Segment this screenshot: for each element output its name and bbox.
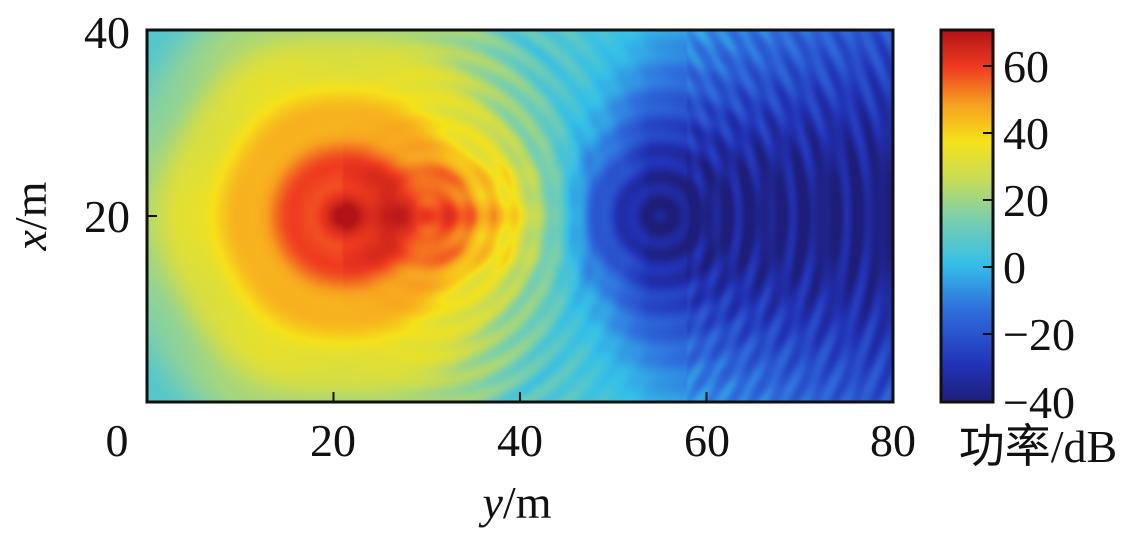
x-tick-label-20: 20	[310, 415, 356, 466]
colorbar-gradient	[939, 28, 995, 404]
x-tick-label-80: 80	[870, 415, 916, 466]
colorbar-title: 功率/dB	[959, 421, 1117, 472]
x-tick-label-40: 40	[497, 415, 543, 466]
heatmap-image	[147, 30, 893, 402]
colorbar-label-40: 40	[1003, 108, 1049, 159]
x-tick-label-60: 60	[684, 415, 730, 466]
y-axis-label-unit: /m	[5, 181, 56, 230]
colorbar-ticks	[983, 65, 993, 335]
x-tick-labels: 0 20 40 60 80	[106, 415, 917, 466]
y-tick-label-20: 20	[84, 191, 130, 242]
colorbar-label-60: 60	[1003, 41, 1049, 92]
colorbar: 60 40 20 0 −20 −40 功率/dB	[939, 28, 1117, 472]
x-axis-label-unit: /m	[503, 477, 552, 528]
x-axis-label-var: y	[479, 477, 504, 528]
colorbar-tick-labels: 60 40 20 0 −20 −40	[1003, 41, 1075, 428]
x-tick-label-0: 0	[106, 415, 129, 466]
axis-ticks	[147, 215, 708, 402]
y-axis-label-var: x	[5, 229, 56, 251]
colorbar-label-0: 0	[1003, 242, 1026, 293]
y-tick-labels: 40 20	[84, 7, 130, 242]
colorbar-label-20: 20	[1003, 175, 1049, 226]
y-tick-label-40: 40	[84, 7, 130, 58]
x-axis-label: y/m	[479, 477, 552, 528]
heatmap-plot-area	[145, 28, 895, 404]
colorbar-label-neg40: −40	[1003, 377, 1075, 428]
y-axis-label: x/m	[5, 181, 56, 251]
colorbar-label-neg20: −20	[1003, 309, 1075, 360]
